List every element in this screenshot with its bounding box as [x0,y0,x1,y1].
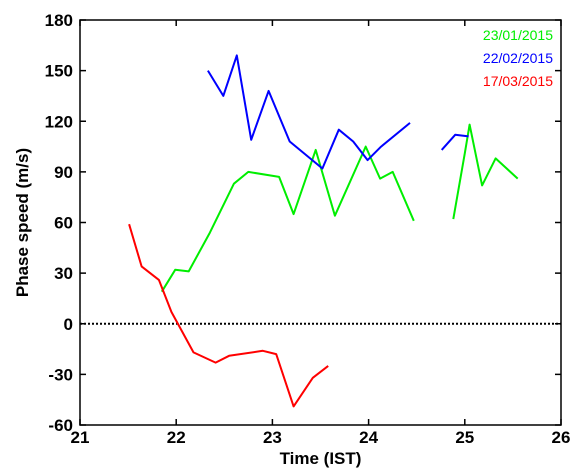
y-tick-label: 180 [45,11,73,30]
y-tick-label: -60 [48,416,73,435]
series-line-1-segment-1 [160,145,415,293]
y-tick-label: 0 [64,315,73,334]
y-tick-label: 120 [45,112,73,131]
series-line-1-segment-2 [452,123,519,220]
legend-entry-1: 23/01/2015 [483,27,553,43]
axes: 21 22 23 24 25 26 -60 -30 0 30 60 90 120 150 180 [45,11,571,447]
legend-entry-2: 22/02/2015 [483,50,553,66]
legend: 23/01/2015 22/02/2015 17/03/2015 [483,27,553,89]
x-axis-label: Time (IST) [280,449,362,468]
series-line-2-segment-2 [440,133,469,151]
plot-area [80,54,561,408]
x-tick-label: 24 [359,428,378,447]
series-line-2-segment-1 [207,54,411,170]
y-axis-label: Phase speed (m/s) [13,148,32,297]
y-tick-label: 150 [45,62,73,81]
x-tick-label: 21 [71,428,90,447]
x-tick-label: 26 [552,428,571,447]
x-tick-label: 22 [167,428,186,447]
x-tick-label: 23 [263,428,282,447]
y-tick-label: 30 [54,264,73,283]
y-tick-label: 90 [54,163,73,182]
x-tick-label: 25 [455,428,474,447]
y-tick-label: 60 [54,214,73,233]
legend-entry-3: 17/03/2015 [483,73,553,89]
y-tick-label: -30 [48,365,73,384]
series-line-3-segment-1 [128,223,329,408]
